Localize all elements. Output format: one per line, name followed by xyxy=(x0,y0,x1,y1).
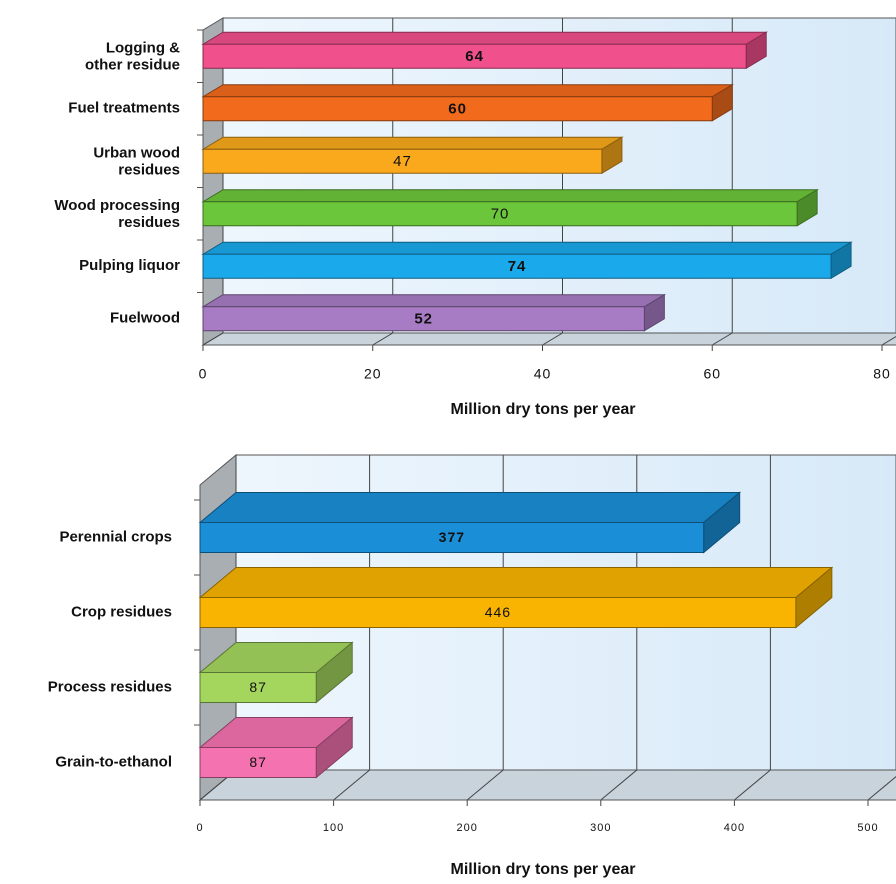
x-tick-label: 0 xyxy=(196,822,203,834)
bar-top xyxy=(198,567,834,598)
bar-front xyxy=(199,597,797,628)
grid-line xyxy=(372,18,394,346)
category-label: Urban wood residues xyxy=(93,144,180,178)
grid-line xyxy=(542,18,563,346)
bar-top xyxy=(201,84,735,98)
bar-top xyxy=(201,294,667,308)
data-label: 87 xyxy=(249,679,267,695)
grid-line-floor xyxy=(466,769,504,801)
bar xyxy=(201,136,624,175)
bar xyxy=(198,566,834,629)
bar-top xyxy=(201,241,853,255)
bar-front xyxy=(199,747,317,778)
data-label: 47 xyxy=(393,153,412,170)
bar-front xyxy=(202,201,798,227)
grid-line-floor xyxy=(600,769,638,801)
bar-top xyxy=(198,492,742,523)
grid-line-floor xyxy=(881,336,896,346)
grid-line-floor xyxy=(711,332,733,346)
x-tick-label: 300 xyxy=(590,822,611,834)
grid-line xyxy=(202,18,224,346)
category-label: Process residues xyxy=(48,678,172,695)
data-label: 87 xyxy=(249,754,267,770)
bar xyxy=(198,641,354,704)
floor xyxy=(201,332,896,346)
category-label: Grain-to-ethanol xyxy=(55,753,172,770)
grid-line-floor xyxy=(202,332,224,346)
bar-front xyxy=(202,253,832,279)
data-label: 60 xyxy=(448,101,467,118)
grid-line xyxy=(711,18,733,346)
data-label: 52 xyxy=(414,311,433,328)
bar-top xyxy=(201,136,624,150)
data-label: 377 xyxy=(439,529,465,545)
x-tick-label: 100 xyxy=(323,822,344,834)
bar xyxy=(201,188,819,227)
grid-line-floor xyxy=(867,776,896,801)
bar-top xyxy=(201,31,769,45)
bar-front xyxy=(202,43,747,69)
category-label: Fuelwood xyxy=(110,310,180,327)
bar-top xyxy=(201,189,819,203)
bar xyxy=(201,241,853,280)
grid-line-floor xyxy=(333,769,370,801)
category-label: Wood processing residues xyxy=(54,197,180,231)
x-axis-title: Million dry tons per year xyxy=(451,861,636,878)
bar-front xyxy=(202,148,603,174)
data-label: 70 xyxy=(491,206,510,223)
back-wall xyxy=(222,17,896,334)
bar-front xyxy=(202,306,645,332)
x-tick-label: 20 xyxy=(364,366,382,382)
bar xyxy=(201,83,735,122)
grid-line xyxy=(881,336,896,346)
grid-line-floor xyxy=(734,769,771,801)
x-tick-label: 500 xyxy=(857,822,878,834)
x-tick-label: 400 xyxy=(724,822,745,834)
bar-front xyxy=(202,96,713,122)
data-label: 74 xyxy=(508,258,527,275)
grid-line xyxy=(867,776,896,801)
category-label: Pulping liquor xyxy=(79,257,180,274)
data-label: 64 xyxy=(465,48,484,65)
x-tick-label: 0 xyxy=(199,366,208,382)
bar xyxy=(201,31,769,70)
category-label: Fuel treatments xyxy=(68,100,180,117)
grid-line-floor xyxy=(372,332,394,346)
x-tick-label: 60 xyxy=(703,366,721,382)
x-axis-title: Million dry tons per year xyxy=(451,401,636,418)
bar-front xyxy=(199,672,317,703)
bar xyxy=(198,491,742,554)
bar xyxy=(201,293,667,332)
data-label: 446 xyxy=(485,604,511,620)
category-label: Perennial crops xyxy=(59,528,172,545)
x-tick-label: 40 xyxy=(534,366,552,382)
bar xyxy=(198,716,354,779)
category-label: Crop residues xyxy=(71,603,172,620)
x-tick-label: 80 xyxy=(873,366,891,382)
x-tick-label: 200 xyxy=(457,822,478,834)
grid-line-floor xyxy=(542,332,563,346)
category-label: Logging & other residue xyxy=(85,39,180,73)
bar-front xyxy=(199,522,705,553)
